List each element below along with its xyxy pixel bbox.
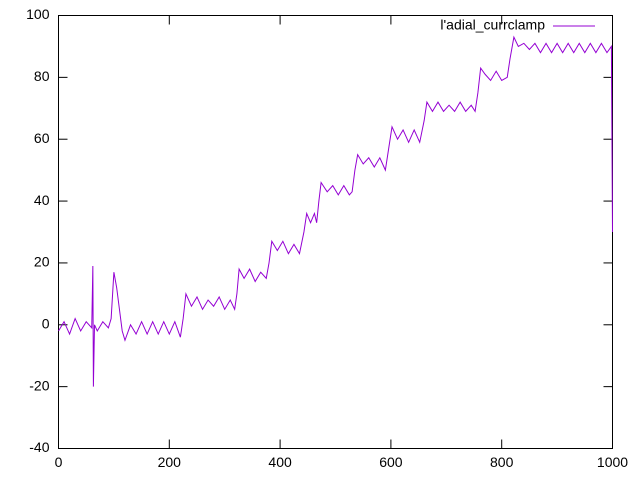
x-tick-label: 0 bbox=[55, 454, 63, 470]
x-tick-label: 800 bbox=[490, 454, 514, 470]
y-tick-label: 20 bbox=[34, 254, 50, 270]
y-tick-label: -20 bbox=[29, 377, 49, 393]
y-tick-label: 0 bbox=[42, 315, 50, 331]
y-tick-label: 40 bbox=[34, 192, 50, 208]
legend-label: l'adial_currclamp bbox=[440, 17, 545, 33]
y-tick-label: 60 bbox=[34, 130, 50, 146]
y-tick-label: 100 bbox=[26, 6, 50, 22]
plot-frame bbox=[58, 15, 613, 449]
y-tick-label: 80 bbox=[34, 68, 50, 84]
y-tick-label: -40 bbox=[29, 439, 49, 455]
x-tick-label: 600 bbox=[379, 454, 403, 470]
x-tick-label: 400 bbox=[268, 454, 292, 470]
x-tick-label: 200 bbox=[158, 454, 182, 470]
data-line bbox=[58, 35, 613, 387]
x-tick-label: 1000 bbox=[597, 454, 628, 470]
